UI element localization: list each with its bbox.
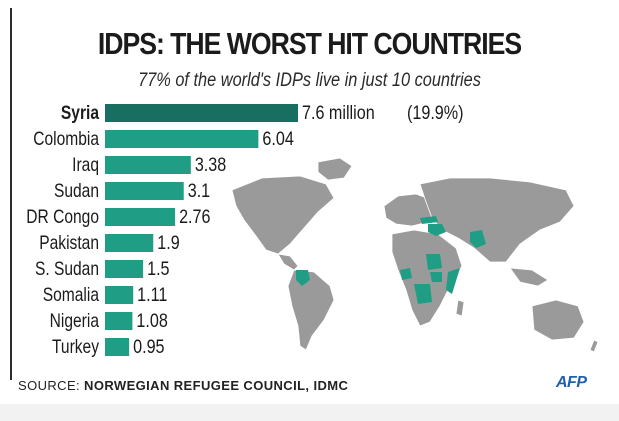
map-somalia xyxy=(446,268,460,294)
value-label-iraq: 3.38 xyxy=(195,154,227,176)
world-map xyxy=(231,157,599,353)
source-note: SOURCE: NORWEGIAN REFUGEE COUNCIL, IDMC xyxy=(18,378,348,393)
map-drc xyxy=(414,284,432,304)
map-greenland xyxy=(317,157,353,181)
bar-dr-congo xyxy=(105,208,176,226)
map-south-sudan xyxy=(430,272,442,282)
bar-chart: Syria 7.6 million (19.9%) Colombia 6.04 Iraq 3… xyxy=(26,102,599,358)
category-label-pakistan: Pakistan xyxy=(39,232,99,254)
map-nigeria xyxy=(400,268,412,280)
map-madagascar xyxy=(455,299,465,317)
chart-subtitle: 77% of the world's IDPs live in just 10 … xyxy=(138,70,481,91)
map-sudan xyxy=(426,254,442,270)
map-new-zealand xyxy=(589,339,599,353)
map-turkey xyxy=(420,216,438,224)
map-southeast-asia xyxy=(509,267,549,287)
bar-nigeria xyxy=(105,312,133,330)
value-label-s-sudan: 1.5 xyxy=(147,258,170,280)
category-label-dr-congo: DR Congo xyxy=(26,206,99,228)
value-label-sudan: 3.1 xyxy=(188,180,210,202)
category-label-somalia: Somalia xyxy=(43,284,100,306)
map-central-america xyxy=(277,253,299,271)
category-label-s-sudan: S. Sudan xyxy=(35,258,99,280)
bar-sudan xyxy=(105,182,184,200)
chart-title: IDPS: THE WORST HIT COUNTRIES xyxy=(97,26,522,61)
category-label-colombia: Colombia xyxy=(33,128,99,150)
value-label-syria: 7.6 million xyxy=(302,102,375,124)
map-affected-countries xyxy=(296,216,486,304)
category-label-turkey: Turkey xyxy=(52,336,99,358)
map-pakistan xyxy=(470,230,486,248)
share-annotation: (19.9%) xyxy=(407,102,464,124)
bar-pakistan xyxy=(105,234,154,252)
map-south-america xyxy=(287,269,335,351)
value-label-somalia: 1.11 xyxy=(137,284,167,306)
value-label-dr-congo: 2.76 xyxy=(179,206,211,228)
category-label-iraq: Iraq xyxy=(72,154,99,176)
map-africa xyxy=(391,229,463,327)
value-label-pakistan: 1.9 xyxy=(157,232,179,254)
value-label-nigeria: 1.08 xyxy=(136,310,168,332)
left-rule xyxy=(10,8,12,380)
afp-logo: AFP xyxy=(556,374,587,391)
bar-s-sudan xyxy=(105,260,144,278)
bars-layer: Syria 7.6 million (19.9%) Colombia 6.04 Iraq 3… xyxy=(26,102,463,358)
source-prefix: SOURCE: xyxy=(18,378,81,393)
map-australia xyxy=(531,299,585,341)
category-label-syria: Syria xyxy=(61,102,99,124)
map-colombia xyxy=(296,270,310,286)
value-label-colombia: 6.04 xyxy=(262,128,294,150)
bar-colombia xyxy=(105,130,259,148)
source-body: NORWEGIAN REFUGEE COUNCIL, IDMC xyxy=(84,378,349,393)
value-label-turkey: 0.95 xyxy=(133,336,165,358)
category-label-nigeria: Nigeria xyxy=(50,310,100,332)
bar-turkey xyxy=(105,338,130,356)
page-bottom-strip xyxy=(0,404,619,421)
bar-somalia xyxy=(105,286,134,304)
map-syria-iraq xyxy=(428,224,446,236)
map-north-america xyxy=(231,175,335,255)
bar-syria xyxy=(105,104,298,122)
bar-iraq xyxy=(105,156,191,174)
category-label-sudan: Sudan xyxy=(54,180,99,202)
